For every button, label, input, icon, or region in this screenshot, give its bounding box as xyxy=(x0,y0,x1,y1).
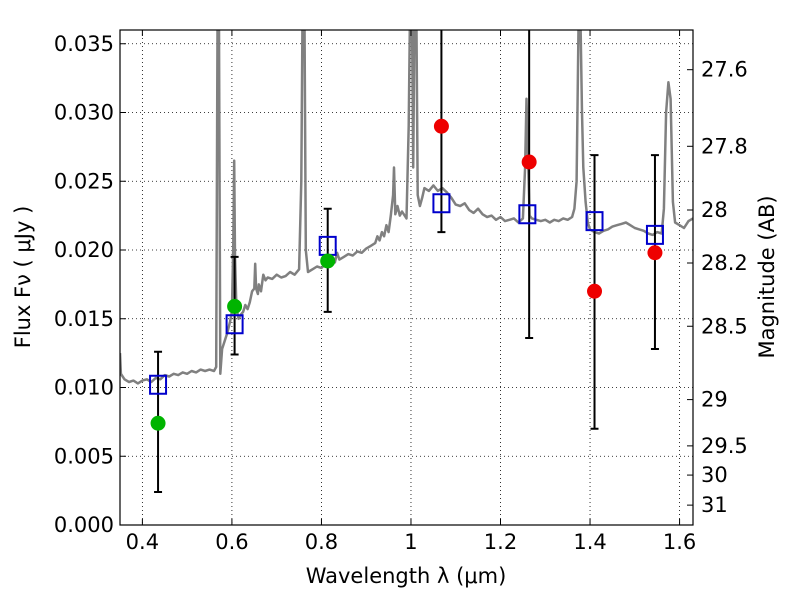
x-axis-label: Wavelength λ (μm) xyxy=(306,564,507,588)
y-tick-label: 0.015 xyxy=(54,307,114,331)
y2-tick-label: 28 xyxy=(701,198,728,222)
data-point xyxy=(587,283,603,299)
model-photometry-square xyxy=(518,204,537,225)
model-photometry-square xyxy=(225,314,244,335)
y2-tick-label: 28.5 xyxy=(701,314,748,338)
model-photometry-square xyxy=(585,211,604,232)
y-tick-label: 0.035 xyxy=(54,32,114,56)
plot-frame xyxy=(119,29,694,526)
model-photometry-square xyxy=(149,374,168,395)
data-point xyxy=(521,154,537,170)
y2-tick-label: 27.8 xyxy=(701,134,748,158)
x-tick-label: 1.4 xyxy=(573,530,606,554)
y2-tick-label: 29.5 xyxy=(701,434,748,458)
y2-axis-label: Magnitude (AB) xyxy=(755,195,779,358)
y2-tick-label: 27.6 xyxy=(701,58,748,82)
y-tick-label: 0.005 xyxy=(54,444,114,468)
x-tick-label: 0.6 xyxy=(215,530,248,554)
model-photometry-square xyxy=(645,224,664,245)
x-tick-label: 1 xyxy=(404,530,417,554)
y2-tick-label: 30 xyxy=(701,463,728,487)
sed-model-line xyxy=(120,30,693,385)
y-tick-label: 0.025 xyxy=(54,169,114,193)
y-tick-label: 0.030 xyxy=(54,101,114,125)
y2-axis-magnitude: 27.6 27.8 28 28.2 28.5 29 29.5 30 31 xyxy=(687,58,748,517)
y-axis: 0.000 0.005 0.010 0.015 0.020 0.025 0.030 0.035 xyxy=(54,32,126,537)
data-point xyxy=(320,253,336,269)
y-tick-label: 0.000 xyxy=(54,513,114,537)
data-point xyxy=(150,415,166,431)
model-photometry-square xyxy=(432,193,451,214)
y-tick-label: 0.020 xyxy=(54,238,114,262)
x-tick-label: 0.8 xyxy=(305,530,338,554)
data-point xyxy=(227,298,243,314)
grid xyxy=(120,30,693,526)
y-tick-label: 0.010 xyxy=(54,376,114,400)
x-tick-label: 1.6 xyxy=(663,530,696,554)
data-point xyxy=(647,245,663,261)
series-layer xyxy=(120,30,693,493)
y2-tick-label: 29 xyxy=(701,388,728,412)
x-axis: 0.4 0.6 0.8 1 1.2 1.4 1.6 xyxy=(126,30,696,554)
y2-tick-label: 31 xyxy=(701,493,728,517)
y-axis-label: Flux Fν ( μJy ) xyxy=(11,206,35,349)
data-point xyxy=(433,118,449,134)
x-tick-label: 0.4 xyxy=(126,530,159,554)
plot-background xyxy=(120,30,693,525)
y2-tick-label: 28.2 xyxy=(701,251,748,275)
x-tick-label: 1.2 xyxy=(484,530,517,554)
